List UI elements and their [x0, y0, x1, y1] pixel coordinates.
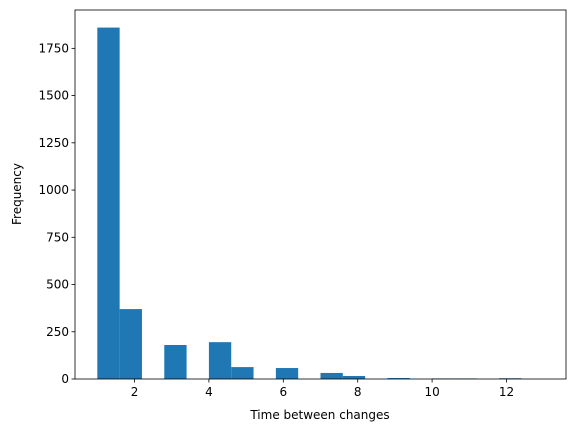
bar [164, 344, 187, 379]
x-tick-label: 2 [131, 385, 139, 399]
y-tick-label: 250 [46, 325, 69, 339]
x-tick-label: 4 [205, 385, 213, 399]
y-tick-label: 1500 [38, 89, 69, 103]
y-tick-label: 1750 [38, 41, 69, 55]
x-axis-label: Time between changes [249, 408, 389, 422]
y-axis-label: Frequency [10, 163, 24, 225]
bar [119, 309, 142, 379]
bar [208, 342, 232, 379]
x-tick-label: 8 [354, 385, 362, 399]
bar [387, 378, 410, 379]
bar [342, 375, 366, 379]
bar [97, 27, 120, 379]
y-tick-label: 0 [61, 372, 69, 386]
x-tick-label: 12 [499, 385, 514, 399]
y-tick-label: 1250 [38, 136, 69, 150]
bar [275, 368, 299, 379]
x-tick-label: 10 [424, 385, 439, 399]
plot-frame [74, 9, 567, 380]
bar [320, 372, 343, 379]
y-tick-label: 750 [46, 230, 69, 244]
y-tick-label: 500 [46, 278, 69, 292]
x-tick-label: 6 [279, 385, 287, 399]
bar [231, 367, 254, 379]
y-tick-label: 1000 [38, 183, 69, 197]
